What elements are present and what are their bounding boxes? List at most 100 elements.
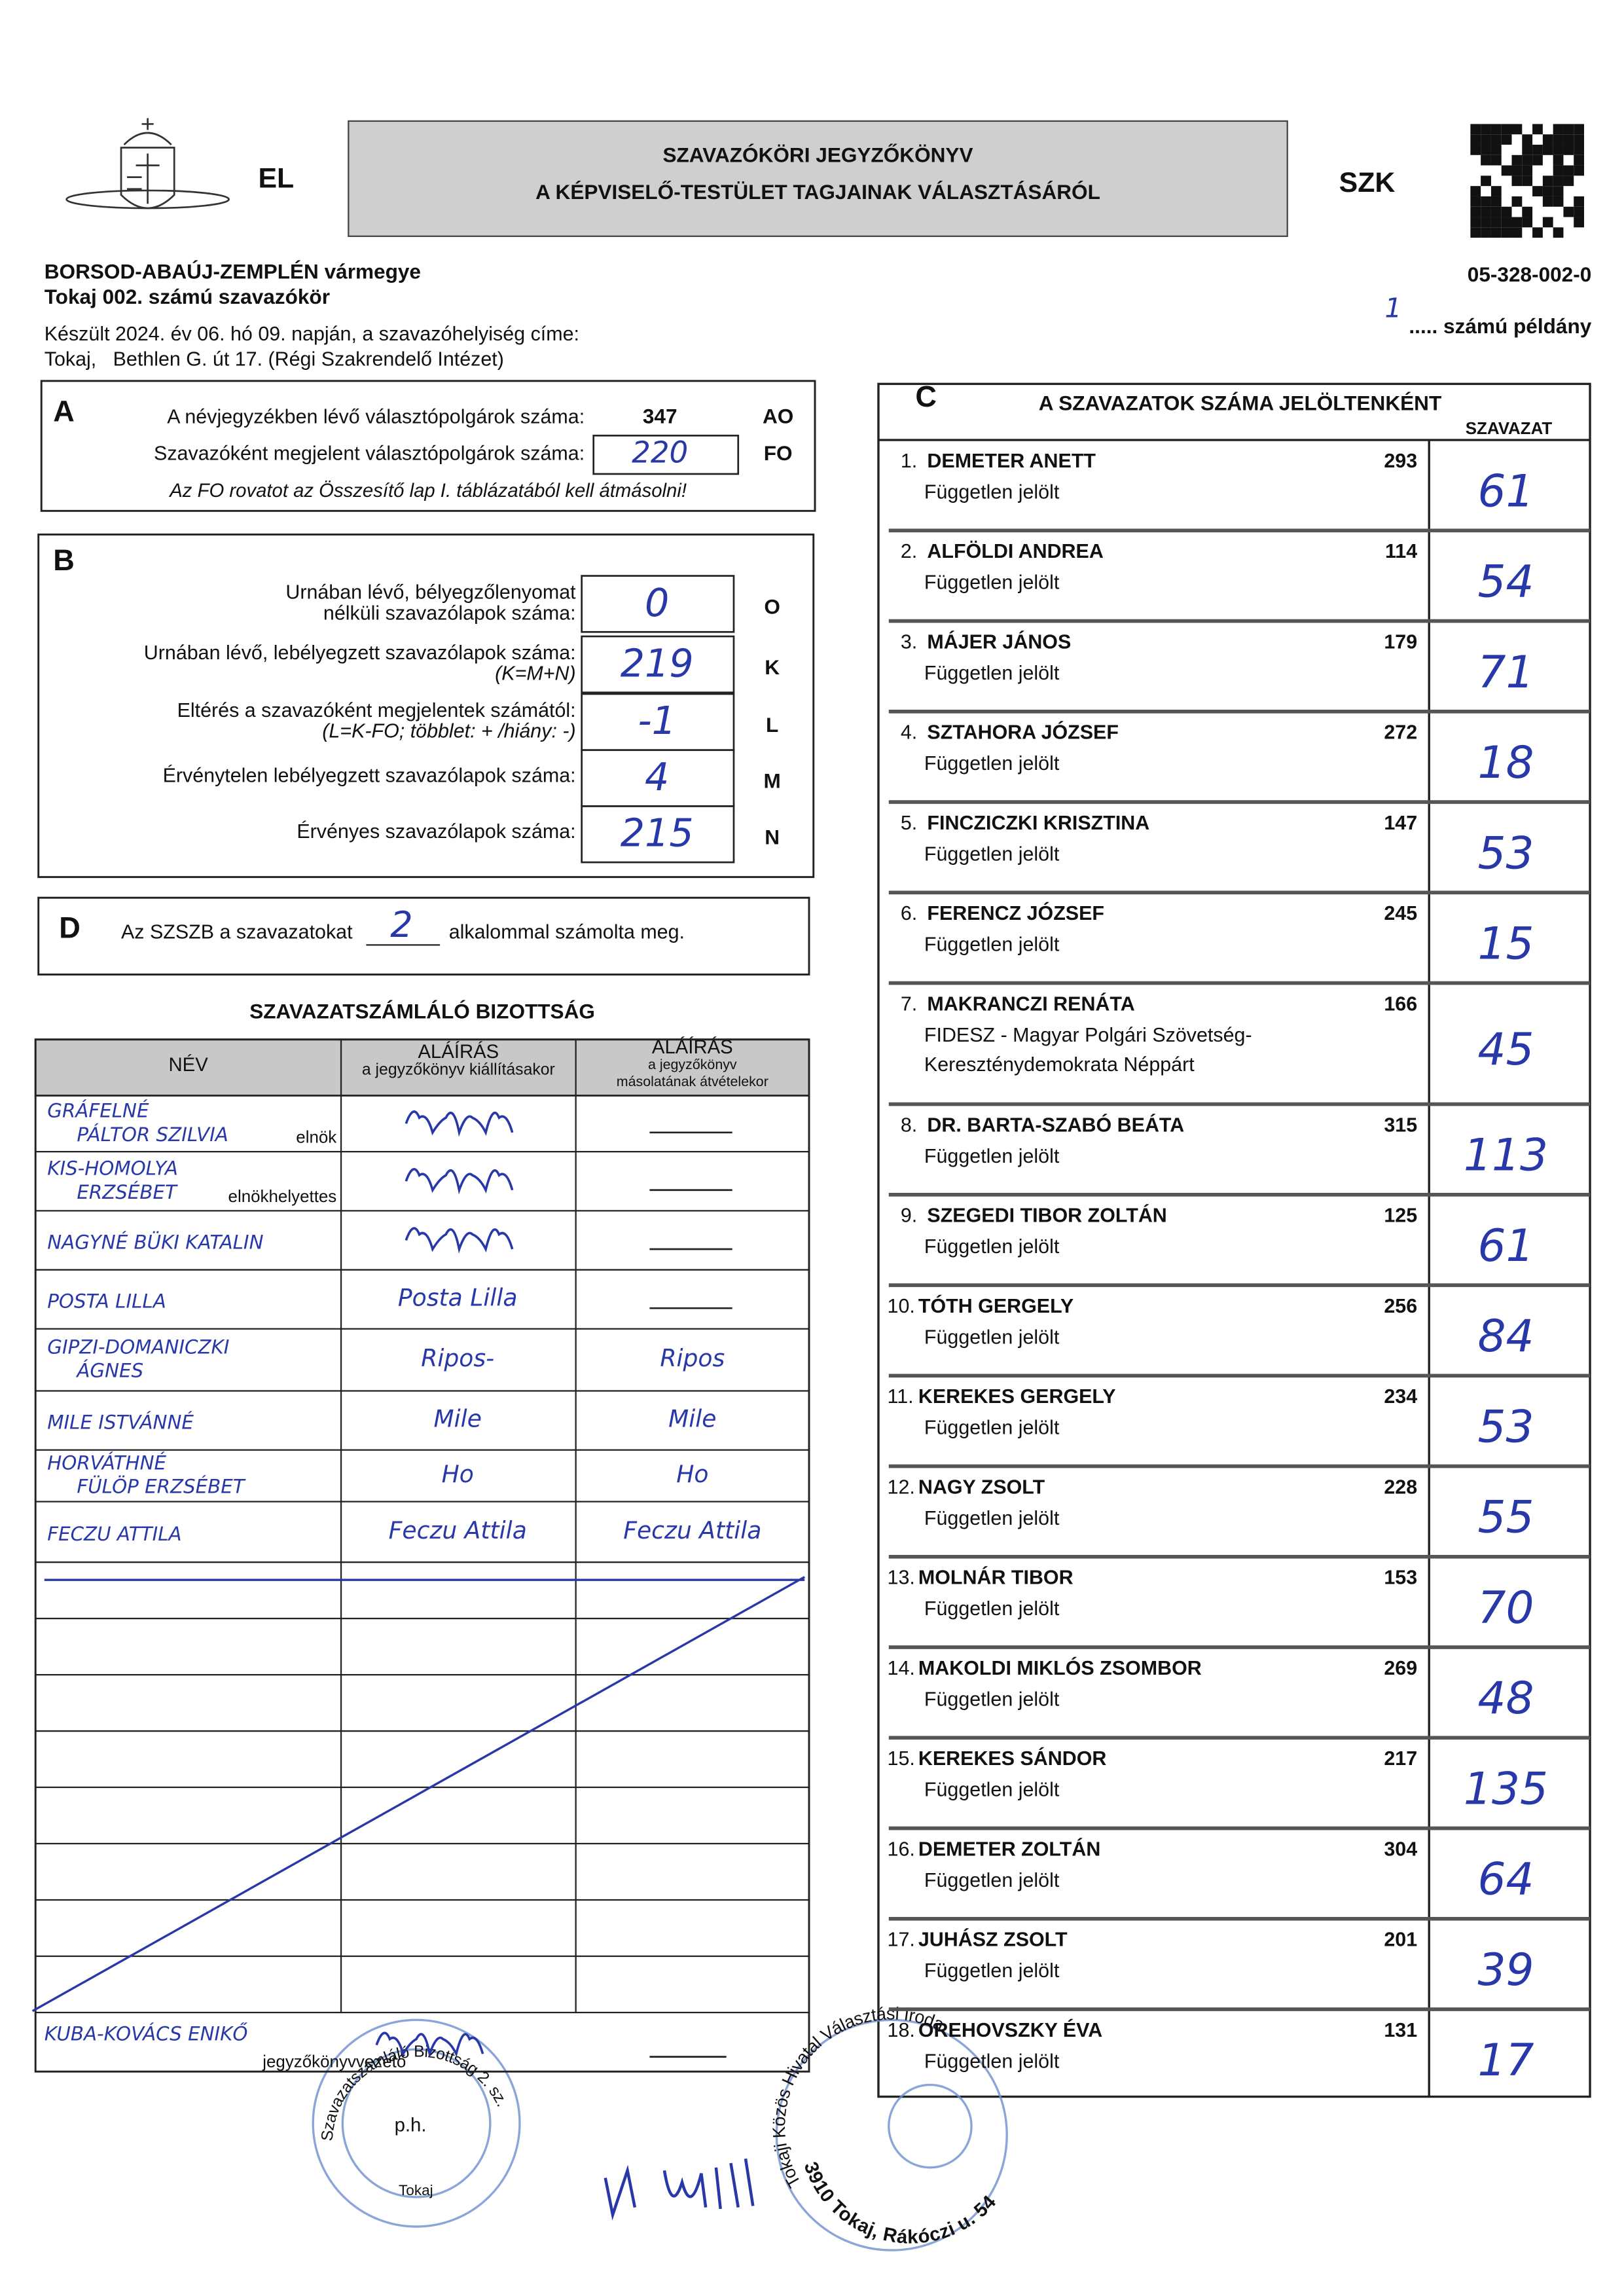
section-letter: A: [53, 394, 75, 428]
signature: Feczu Attila: [389, 1517, 527, 1544]
field-label: Az SZSZB a szavazatokat: [121, 920, 353, 943]
qr-cell: [1490, 206, 1502, 217]
qr-cell: [1553, 155, 1564, 166]
qr-cell: [1553, 175, 1564, 187]
candidate-name: TÓTH GERGELY: [918, 1294, 1074, 1317]
qr-cell: [1522, 134, 1533, 145]
qr-cell: [1501, 134, 1512, 145]
signature: [375, 2032, 484, 2058]
candidate-id: 256: [1384, 1295, 1417, 1317]
qr-cell: [1563, 165, 1574, 176]
qr-cell: [1501, 217, 1512, 228]
candidate-affiliation: Független jelölt: [924, 843, 1060, 865]
candidate-name: NAGY ZSOLT: [918, 1476, 1045, 1498]
candidate-votes: 84: [1477, 1310, 1534, 1362]
field-code: AO: [763, 405, 793, 428]
candidate-votes: 55: [1477, 1491, 1534, 1543]
candidate-affiliation: Független jelölt: [924, 1779, 1060, 1801]
candidate-number: 7.: [901, 993, 917, 1015]
candidate-votes: 113: [1464, 1129, 1548, 1181]
candidate-affiliation: Független jelölt: [924, 481, 1060, 503]
section-title: A SZAVAZATOK SZÁMA JELÖLTENKÉNT: [1039, 391, 1441, 414]
candidate-name: DR. BARTA-SZABÓ BEÁTA: [927, 1112, 1184, 1136]
qr-cell: [1490, 155, 1502, 166]
candidate-votes: 54: [1477, 556, 1534, 608]
signature: Posta Lilla: [398, 1285, 518, 1312]
candidate-votes: 53: [1477, 1400, 1534, 1452]
member-role: elnökhelyettes: [228, 1188, 337, 1206]
candidate-affiliation: Független jelölt: [924, 1417, 1060, 1439]
qr-cell: [1563, 145, 1574, 155]
qr-cell: [1532, 124, 1543, 135]
qr-cell: [1553, 186, 1564, 196]
candidate-affiliation: Független jelölt: [924, 1326, 1060, 1348]
field-value: 347: [643, 405, 677, 428]
note: Az FO rovatot az Összesítő lap I. tábláz…: [168, 480, 687, 501]
signature: [405, 1168, 514, 1195]
candidate-number: 6.: [901, 902, 917, 924]
candidate-name: FINCZICZKI KRISZTINA: [927, 812, 1149, 834]
qr-cell: [1481, 134, 1491, 145]
value-box: [592, 434, 740, 475]
qr-cell: [1470, 186, 1481, 196]
field-label: Urnában lévő, lebélyegzett szavazólapok …: [144, 642, 576, 664]
qr-cell: [1542, 217, 1553, 228]
signature: [405, 1110, 514, 1137]
qr-cell: [1481, 196, 1491, 207]
qr-cell: [1481, 206, 1491, 217]
candidate-number: 11.: [888, 1385, 914, 1408]
candidate-affiliation: Független jelölt: [924, 2050, 1060, 2072]
value-box: [581, 635, 735, 694]
qr-cell: [1501, 165, 1512, 176]
qr-cell: [1511, 124, 1523, 135]
field-label: Szavazóként megjelent választópolgárok s…: [154, 443, 585, 465]
qr-cell: [1542, 134, 1553, 145]
candidate-id: 125: [1384, 1205, 1417, 1227]
candidate-id: 304: [1384, 1838, 1417, 1860]
table-title: SZAVAZATSZÁMLÁLÓ BIZOTTSÁG: [249, 999, 595, 1023]
qr-cell: [1470, 227, 1481, 238]
qr-cell: [1522, 155, 1533, 166]
qr-cell: [1490, 217, 1502, 228]
candidate-number: 1.: [901, 450, 917, 472]
rule: [31, 1576, 806, 2013]
candidate-name: SZEGEDI TIBOR ZOLTÁN: [927, 1204, 1166, 1227]
field-label: Eltérés a szavazóként megjelentek számát…: [177, 699, 576, 721]
qr-cell: [1522, 165, 1533, 176]
qr-cell: [1481, 175, 1491, 187]
field-value: -1: [638, 699, 676, 743]
field-code: K: [765, 655, 780, 679]
qr-cell: [1481, 217, 1491, 228]
qr-code: [1470, 124, 1585, 238]
member-name: ERZSÉBET: [77, 1180, 178, 1203]
qr-cell: [1542, 186, 1553, 196]
signature: [405, 1227, 514, 1254]
field-value: 2: [390, 904, 412, 945]
candidate-id: 201: [1384, 1929, 1417, 1951]
candidate-affiliation: Független jelölt: [924, 1959, 1060, 1982]
address: Tokaj, Bethlen G. út 17. (Régi Szakrende…: [45, 348, 504, 370]
candidate-name: JUHÁSZ ZSOLT: [918, 1928, 1068, 1951]
section-letter: D: [59, 911, 81, 945]
candidate-id: 166: [1384, 993, 1417, 1015]
left-code: EL: [258, 162, 294, 194]
candidate-votes: 45: [1477, 1023, 1534, 1075]
candidate-name: DEMETER ZOLTÁN: [918, 1837, 1100, 1860]
candidate-votes: 48: [1477, 1672, 1534, 1724]
qr-cell: [1490, 134, 1502, 145]
candidate-affiliation: Független jelölt: [924, 752, 1060, 774]
section-letter: B: [53, 543, 75, 577]
qr-cell: [1522, 175, 1533, 187]
table-header-text: NÉV: [169, 1054, 209, 1076]
candidate-id: 234: [1384, 1385, 1417, 1408]
candidate-id: 147: [1384, 812, 1417, 834]
candidate-votes: 17: [1477, 2034, 1534, 2086]
candidate-id: 245: [1384, 902, 1417, 924]
member-name: PÁLTOR SZILVIA: [77, 1123, 228, 1146]
candidate-votes: 70: [1477, 1582, 1534, 1633]
signature: Ho: [676, 1461, 708, 1488]
right-code: SZK: [1339, 167, 1396, 198]
qr-cell: [1532, 145, 1543, 155]
member-name: NAGYNÉ BÜKI KATALIN: [47, 1230, 263, 1253]
